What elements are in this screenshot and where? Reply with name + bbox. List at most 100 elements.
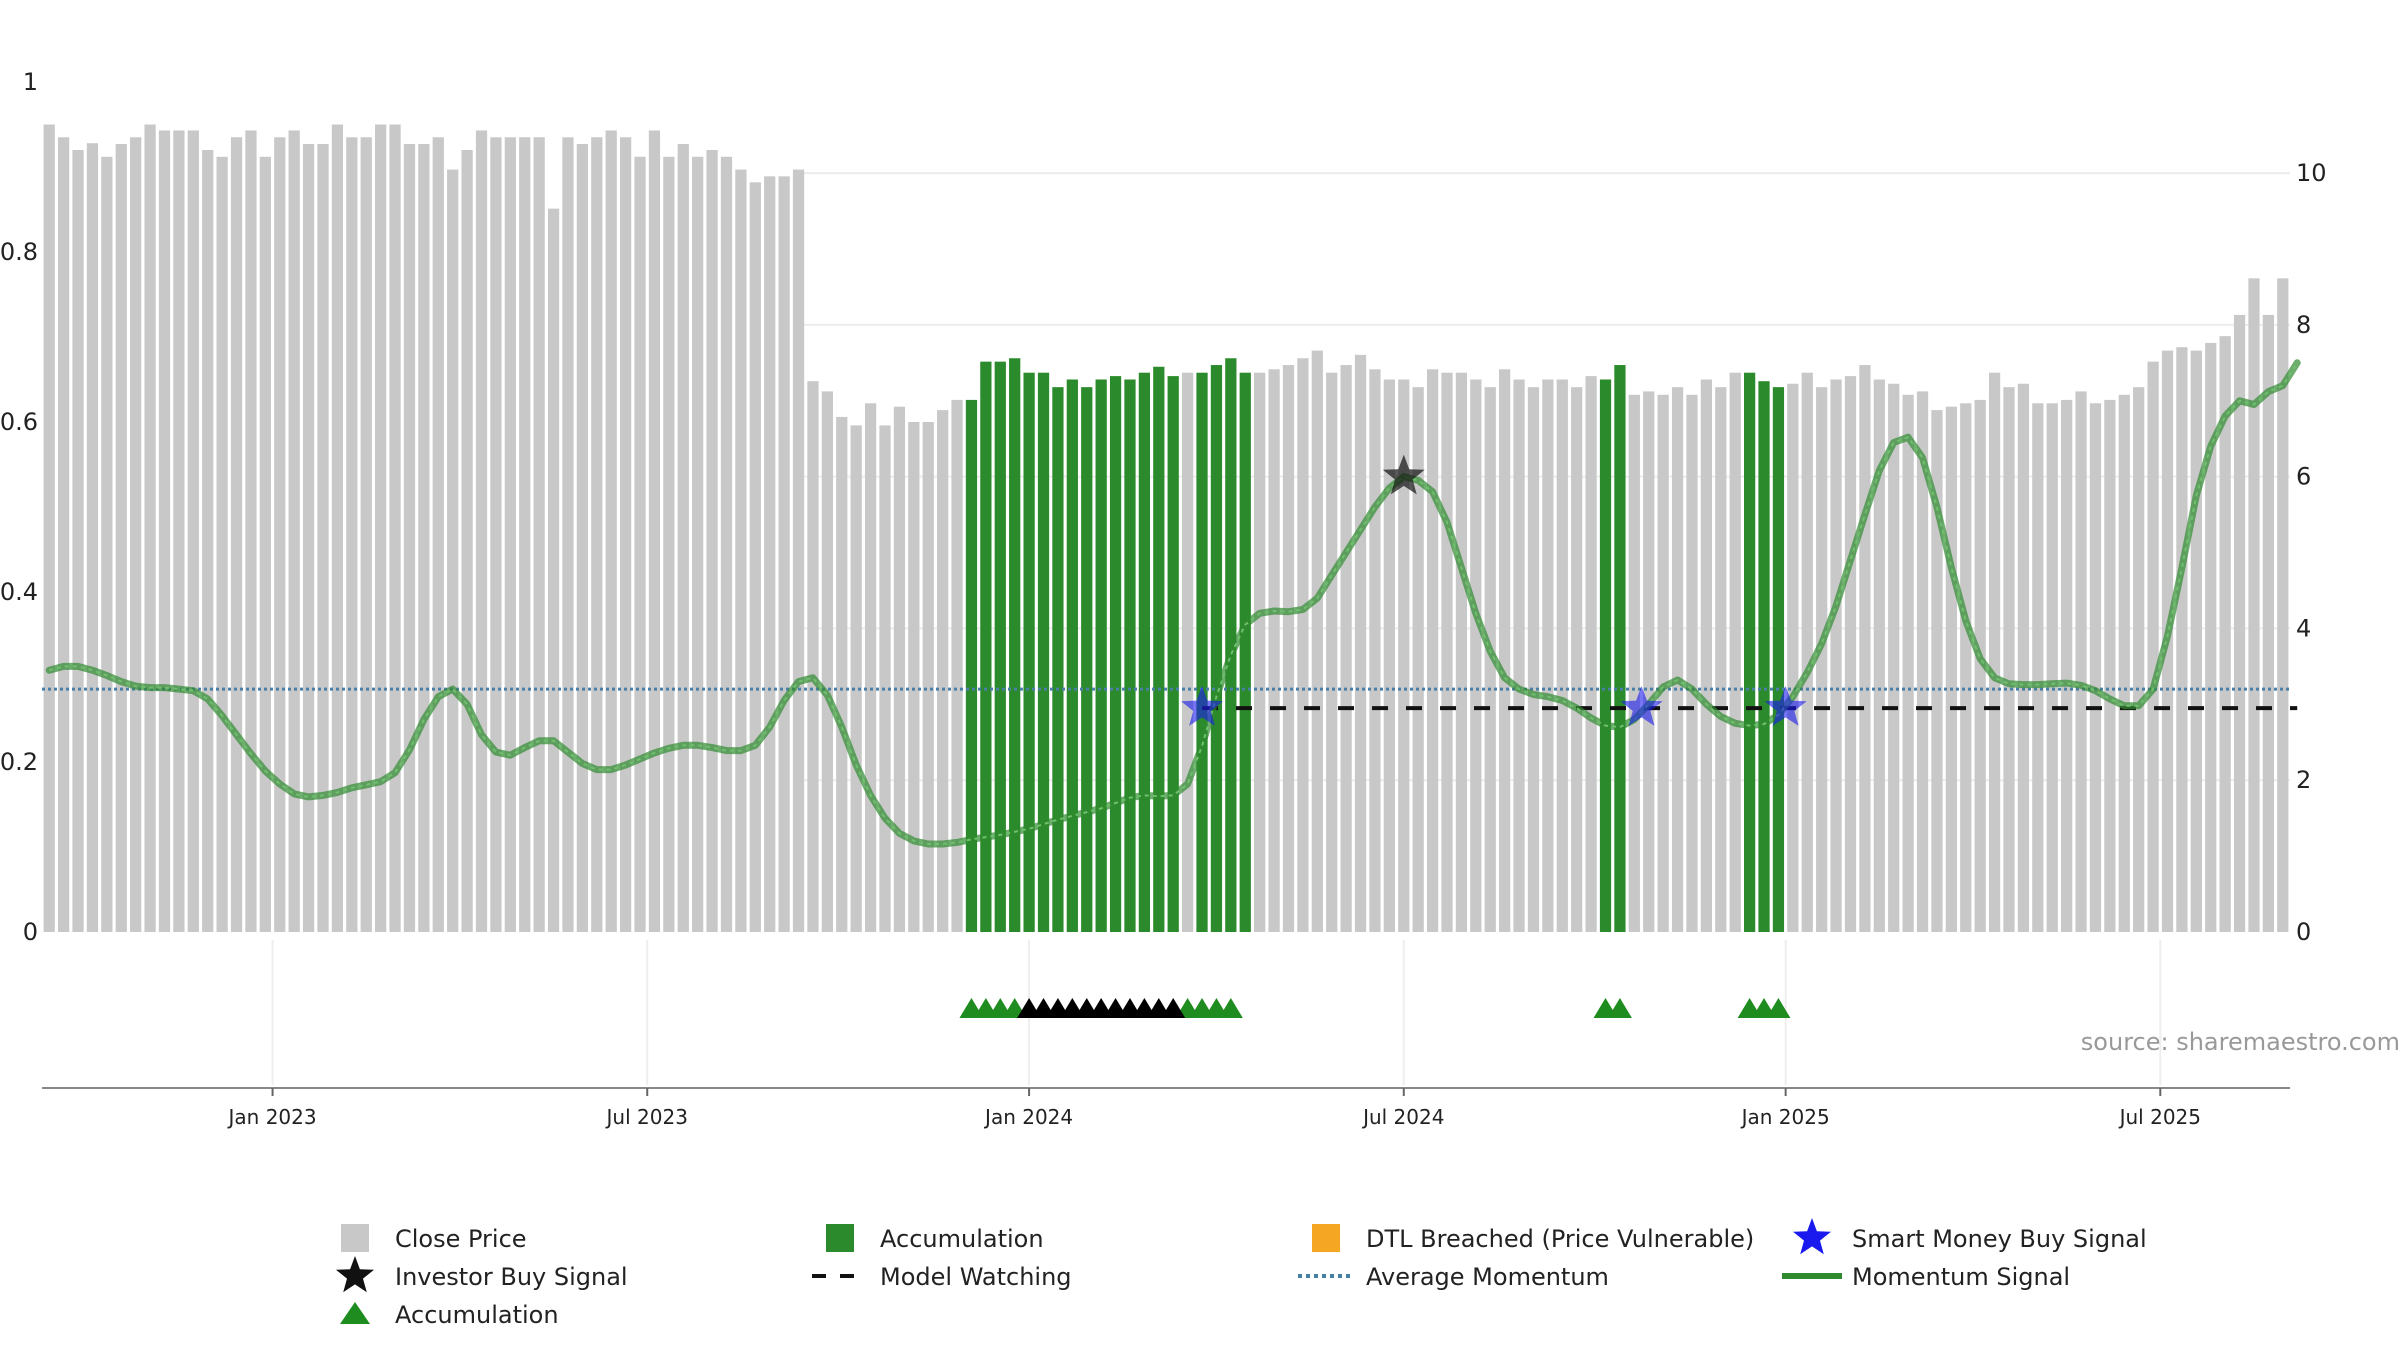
smart-money-buy-star (1181, 686, 1223, 726)
close-price-bar (1902, 394, 1914, 932)
close-price-bar (2017, 383, 2030, 932)
close-price-bar (1801, 372, 1813, 932)
close-price-bar (317, 144, 329, 933)
legend-label: Model Watching (880, 1263, 1072, 1291)
close-price-bar (1268, 369, 1280, 932)
close-price-bar (1513, 379, 1525, 932)
close-price-bar (836, 416, 848, 932)
close-price-bar (1628, 394, 1640, 932)
accumulation-bar (1023, 372, 1035, 932)
close-price-bar (2147, 361, 2159, 932)
accumulation-bar (994, 361, 1006, 932)
left-tick-label: 0.4 (0, 578, 38, 606)
right-tick-label: 8 (2296, 311, 2311, 339)
close-price-bar (2176, 347, 2188, 932)
close-price-bar (1585, 376, 1597, 933)
close-price-bar (1657, 394, 1669, 932)
close-price-bar (245, 130, 257, 932)
close-price-bar (720, 156, 733, 933)
close-price-bar (519, 137, 531, 932)
close-price-bar (706, 150, 718, 932)
accumulation-triangle (1766, 998, 1791, 1018)
close-price-bar (562, 137, 574, 932)
accumulation-bar (1153, 366, 1165, 932)
close-price-bar (1974, 399, 1986, 932)
accumulation-bar (1196, 372, 1208, 932)
close-price-bar (1383, 379, 1395, 932)
close-price-bar (792, 169, 805, 933)
close-price-bar (1715, 387, 1727, 932)
close-price-bar (1354, 354, 1367, 933)
accumulation-bar (1066, 379, 1078, 932)
legend-label: Investor Buy Signal (395, 1263, 628, 1291)
close-price-bar (1873, 379, 1885, 932)
close-price-bar (1499, 369, 1511, 932)
close-price-bar (605, 130, 617, 932)
close-price-bar (2061, 399, 2073, 932)
close-price-bar (403, 144, 416, 933)
close-price-bar (72, 150, 84, 932)
investor-triangle (1161, 998, 1186, 1018)
close-price-bar (807, 381, 819, 932)
close-price-bar (302, 144, 315, 933)
left-tick-label: 0.2 (0, 748, 38, 776)
close-price-bar (1254, 372, 1266, 932)
close-price-bar (937, 410, 949, 933)
legend-label: Smart Money Buy Signal (1852, 1225, 2147, 1253)
close-price-bar (778, 176, 790, 933)
legend-triangle-symbol (340, 1302, 370, 1324)
close-price-bar (619, 137, 632, 932)
x-axis: Jan 2023 Jul 2023 Jan 2024 Jul 2024 Jan 2025… (42, 1087, 2290, 1129)
right-tick-label: 4 (2296, 614, 2311, 642)
x-tick-label: Jan 2024 (983, 1105, 1073, 1129)
close-price-bar (1326, 372, 1338, 932)
close-price-bar (432, 137, 444, 932)
legend-label: Accumulation (880, 1225, 1044, 1253)
right-tick-label: 0 (2296, 918, 2311, 946)
close-price-bar (2277, 278, 2289, 933)
legend-accum-symbol (826, 1224, 854, 1252)
marker-panel (959, 998, 1791, 1018)
close-price-bar (634, 156, 646, 933)
close-price-bar (1412, 387, 1424, 932)
close-price-bar (331, 124, 344, 932)
close-price-bar (2205, 342, 2217, 932)
close-price-bar (1527, 387, 1540, 932)
close-price-bar (1931, 410, 1943, 933)
close-price-bar (1297, 358, 1309, 932)
close-price-bar (1542, 379, 1554, 932)
close-price-bar (1181, 372, 1194, 932)
close-price-bar (893, 406, 906, 932)
close-price-bar (749, 182, 761, 933)
close-price-bar (1945, 406, 1957, 932)
accumulation-bar (1052, 387, 1064, 932)
close-price-bar (821, 391, 833, 932)
close-price-bar (677, 144, 689, 933)
close-price-bar (1484, 387, 1496, 932)
close-price-bar (1816, 387, 1828, 932)
left-tick-label: 1 (23, 68, 38, 96)
close-price-bars (43, 124, 2289, 933)
close-price-bar (735, 169, 747, 933)
close-price-bar (2133, 387, 2145, 932)
close-price-bar (864, 403, 877, 932)
accumulation-bar (1081, 387, 1093, 932)
accumulation-bar (1009, 358, 1021, 932)
close-price-bar (2219, 336, 2231, 932)
momentum-line (45, 359, 2301, 848)
close-price-bar (288, 130, 300, 932)
accumulation-triangle (1607, 998, 1632, 1018)
investor-buy-star (1382, 454, 1425, 495)
close-price-bar (1311, 350, 1323, 933)
accumulation-bar (1167, 376, 1179, 933)
accumulation-bar (1239, 372, 1251, 932)
close-price-bar (1571, 387, 1583, 932)
close-price-bar (375, 124, 387, 932)
right-axis: 0 2 4 6 8 10 (2296, 159, 2327, 946)
close-price-bar (1282, 365, 1295, 932)
signal-stars (1181, 454, 1807, 726)
close-price-bar (490, 137, 502, 932)
grid-lines (271, 172, 2290, 1085)
close-price-bar (1859, 365, 1871, 932)
